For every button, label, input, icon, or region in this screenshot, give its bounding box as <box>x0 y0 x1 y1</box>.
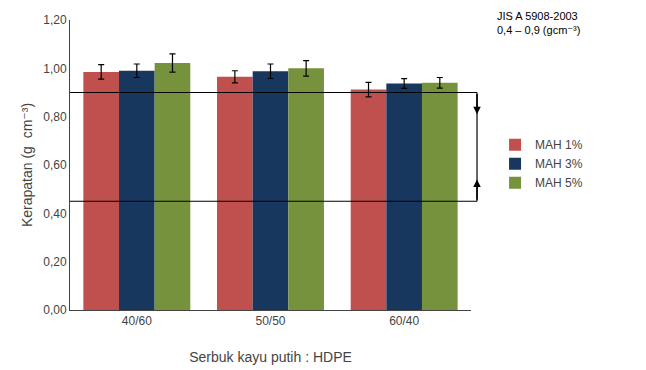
svg-text:40/60: 40/60 <box>122 314 152 328</box>
svg-text:Serbuk kayu putih : HDPE: Serbuk kayu putih : HDPE <box>189 349 352 365</box>
svg-text:50/50: 50/50 <box>255 314 285 328</box>
svg-text:0,80: 0,80 <box>43 110 67 124</box>
svg-text:Kerapatan (g cm⁻³): Kerapatan (g cm⁻³) <box>19 103 35 227</box>
svg-text:0,20: 0,20 <box>43 255 67 269</box>
svg-text:1,00: 1,00 <box>43 62 67 76</box>
svg-text:0,40: 0,40 <box>43 207 67 221</box>
svg-text:60/40: 60/40 <box>389 314 419 328</box>
svg-text:JIS A 5908-20030,4 – 0,9 (gcm⁻: JIS A 5908-20030,4 – 0,9 (gcm⁻³) <box>497 10 580 36</box>
svg-text:MAH 5%: MAH 5% <box>535 176 583 190</box>
svg-text:1,20: 1,20 <box>43 13 67 27</box>
svg-text:MAH 1%: MAH 1% <box>535 138 583 152</box>
svg-text:0,00: 0,00 <box>43 303 67 317</box>
svg-text:MAH 3%: MAH 3% <box>535 157 583 171</box>
svg-text:0,60: 0,60 <box>43 158 67 172</box>
